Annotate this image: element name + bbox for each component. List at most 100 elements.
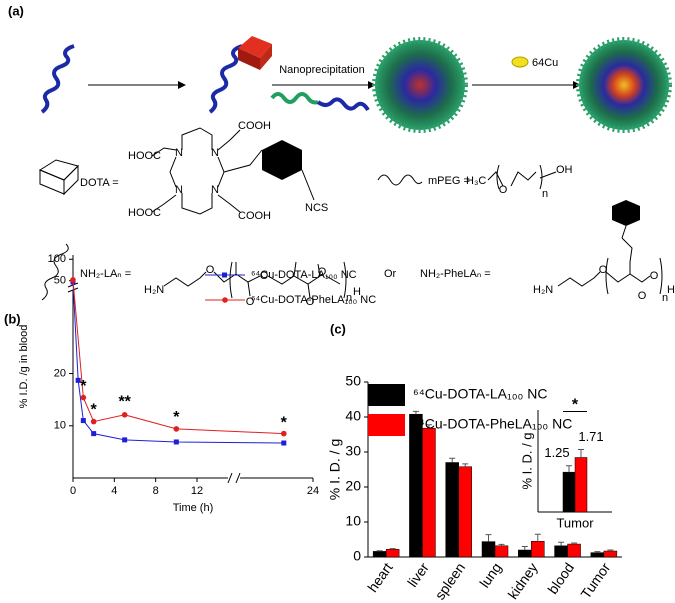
x-tick-label: blood bbox=[544, 560, 577, 597]
chem-atom: O bbox=[206, 264, 215, 276]
x-tick-label: 4 bbox=[111, 485, 117, 497]
y-tick-label: 10 bbox=[345, 513, 361, 529]
error-bar bbox=[521, 546, 528, 550]
chem-atom: O bbox=[246, 296, 255, 308]
point bbox=[80, 394, 87, 401]
bar bbox=[445, 462, 459, 558]
chem-group: H₂N bbox=[144, 284, 164, 296]
chem-atom: N bbox=[211, 147, 219, 159]
error-bar bbox=[566, 465, 572, 473]
error-bar bbox=[594, 551, 601, 553]
bar bbox=[603, 550, 618, 558]
y-axis-label: % I.D. /g in blood bbox=[18, 325, 30, 409]
panel-label: (c) bbox=[330, 321, 346, 336]
x-tick-label: 8 bbox=[153, 485, 159, 497]
error-bar bbox=[558, 541, 565, 546]
significance-mark: * bbox=[572, 397, 579, 414]
x-tick-label: 12 bbox=[191, 485, 203, 497]
y-tick-label: 0 bbox=[353, 548, 361, 564]
bar bbox=[567, 543, 581, 558]
point bbox=[75, 377, 81, 383]
bar bbox=[518, 549, 532, 558]
axis-break bbox=[227, 472, 241, 484]
y-tick-label: 20 bbox=[54, 367, 66, 379]
point bbox=[173, 439, 179, 445]
step-label: Nanoprecipitation bbox=[279, 64, 365, 76]
point bbox=[173, 426, 180, 432]
y-tick-label: 50 bbox=[345, 373, 361, 389]
chem-group: H₂N bbox=[533, 284, 553, 296]
or-label: Or bbox=[384, 268, 397, 280]
chem-atom: O bbox=[318, 266, 327, 278]
legend-swatch bbox=[368, 384, 405, 406]
error-bar bbox=[425, 424, 432, 429]
chem-atom: N bbox=[211, 184, 219, 196]
point bbox=[80, 418, 86, 424]
bar bbox=[385, 549, 400, 558]
y-tick-label: 10 bbox=[54, 420, 66, 432]
chem-atom: n bbox=[346, 292, 352, 304]
significance-mark: * bbox=[173, 409, 180, 426]
error-bar bbox=[571, 542, 578, 545]
bar bbox=[409, 413, 423, 558]
error-bar bbox=[607, 549, 614, 552]
scheme-structures bbox=[38, 127, 663, 301]
chem-atom: N bbox=[175, 184, 183, 196]
panel-label: (b) bbox=[4, 311, 21, 326]
bar bbox=[458, 466, 472, 558]
legend-marker bbox=[222, 272, 227, 278]
chem-atom: N bbox=[175, 147, 183, 159]
chem-atom: O bbox=[260, 270, 269, 282]
data-label: 1.25 bbox=[544, 445, 569, 460]
x-tick-label: liver bbox=[404, 559, 432, 589]
bar bbox=[531, 541, 545, 558]
error-bar bbox=[462, 463, 469, 467]
point bbox=[281, 440, 287, 446]
chem-group: HOOC bbox=[128, 150, 161, 162]
legend-swatch bbox=[368, 414, 405, 436]
y-tick-label: 20 bbox=[345, 478, 361, 494]
chem-group: H₃C bbox=[466, 175, 486, 187]
x-tick-label: 0 bbox=[70, 485, 76, 497]
error-bar bbox=[485, 534, 492, 542]
chem-group: OH bbox=[556, 164, 573, 176]
chem-group: COOH bbox=[238, 120, 271, 132]
significance-mark: * bbox=[281, 414, 288, 431]
bar bbox=[590, 552, 605, 558]
point bbox=[122, 437, 128, 443]
bar bbox=[562, 471, 576, 513]
error-bar bbox=[534, 533, 541, 542]
bar bbox=[372, 551, 387, 558]
y-tick-label: 50 bbox=[54, 275, 66, 287]
y-axis-label: % I. D. / g bbox=[327, 439, 343, 500]
y-tick-label: 30 bbox=[345, 443, 361, 459]
point bbox=[281, 430, 287, 437]
legend-label: ⁶⁴Cu-DOTA-PheLA₁₀₀ NC bbox=[413, 416, 572, 432]
chem-atom: n bbox=[542, 188, 548, 200]
chem-group: HOOC bbox=[128, 207, 161, 219]
x-tick-label: lung bbox=[476, 560, 504, 591]
la-label: NH₂-LAₙ = bbox=[80, 268, 131, 280]
point bbox=[121, 412, 128, 418]
bar bbox=[494, 545, 509, 558]
chem-atom: H bbox=[353, 286, 361, 298]
point bbox=[91, 431, 97, 437]
error-bar bbox=[376, 550, 383, 552]
bar bbox=[422, 427, 436, 558]
x-tick-label: 24 bbox=[307, 485, 319, 497]
legend-label: ⁶⁴Cu-DOTA-LA₁₀₀ NC bbox=[413, 386, 547, 402]
dota-label: DOTA = bbox=[80, 177, 119, 189]
legend-marker bbox=[222, 297, 228, 303]
legend-label: ⁶⁴Cu-DOTA-PheLA₁₀₀ NC bbox=[251, 294, 376, 306]
x-tick-label: Tumor bbox=[556, 515, 594, 530]
point bbox=[90, 418, 97, 425]
significance-mark: * bbox=[80, 378, 87, 395]
mpeg-label: mPEG = bbox=[428, 175, 470, 187]
chem-atom: O bbox=[306, 296, 315, 308]
chem-group: COOH bbox=[238, 210, 271, 222]
chem-group: NCS bbox=[305, 202, 328, 214]
bar bbox=[554, 545, 568, 558]
chem-atom: n bbox=[662, 292, 668, 304]
data-label: 1.71 bbox=[578, 429, 603, 444]
